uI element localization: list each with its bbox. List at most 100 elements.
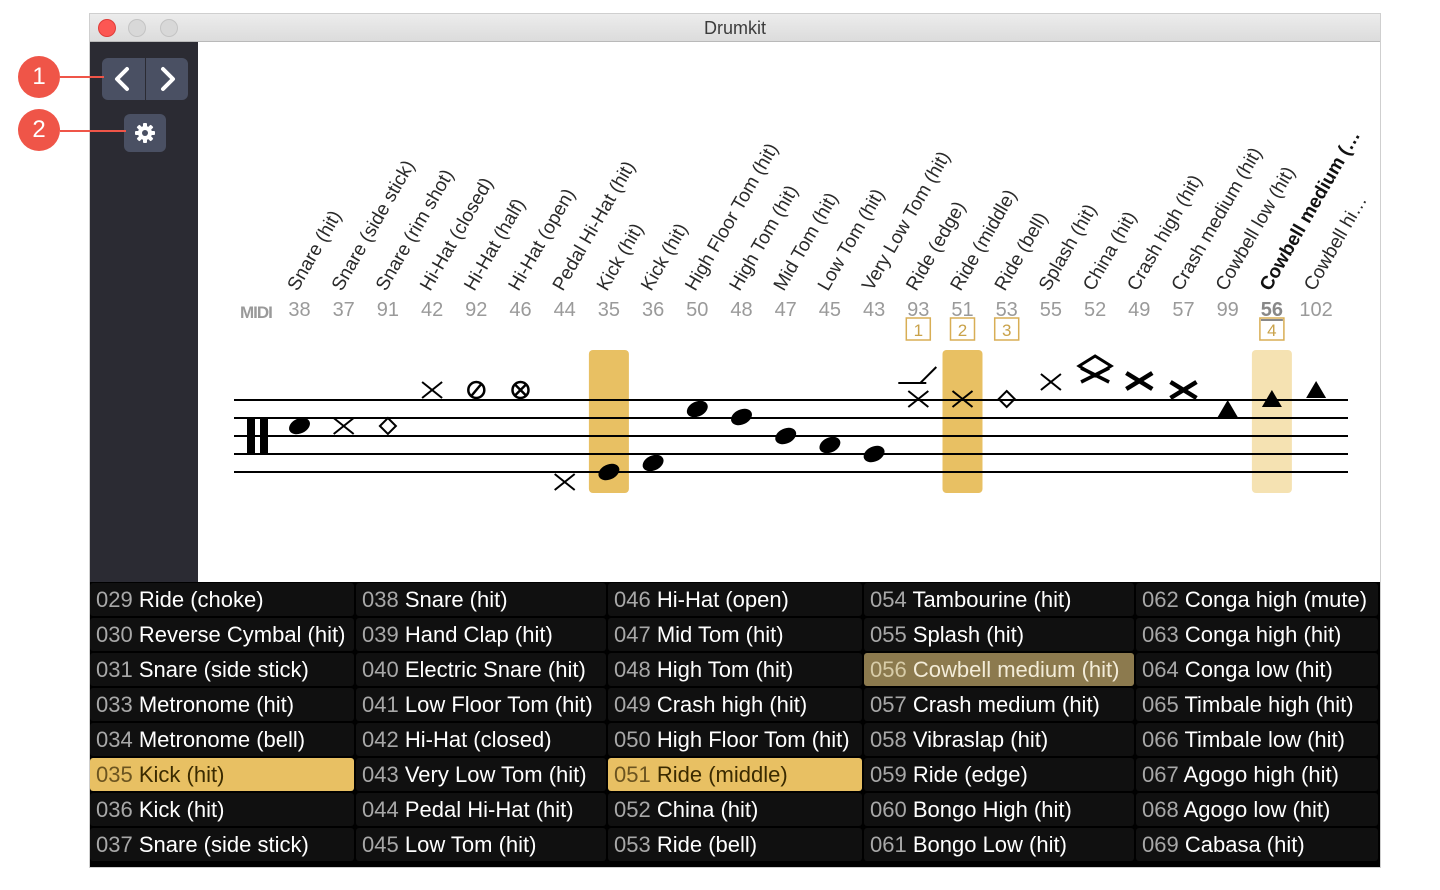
midi-number: 36 — [642, 299, 664, 321]
notehead-bold-x[interactable] — [1169, 380, 1198, 400]
instrument-column: 038 Snare (hit) 039 Hand Clap (hit) 040 El… — [356, 582, 608, 867]
instrument-name: Metronome (bell) — [138, 727, 306, 752]
midi-number: 47 — [775, 299, 797, 321]
instrument-number: 036 — [96, 797, 133, 822]
chevron-right-icon — [160, 67, 175, 91]
instrument-cell[interactable]: 041 Low Floor Tom (hit) — [356, 688, 606, 721]
notehead-x[interactable] — [421, 381, 443, 399]
instrument-column: 046 Hi-Hat (open) 047 Mid Tom (hit) 048 Hi… — [608, 582, 864, 867]
notehead-note[interactable] — [596, 461, 622, 484]
instrument-cell[interactable]: 060 Bongo High (hit) — [864, 793, 1134, 826]
instrument-cell[interactable]: 057 Crash medium (hit) — [864, 688, 1134, 721]
instrument-cell[interactable]: 030 Reverse Cymbal (hit) — [90, 618, 354, 651]
instrument-cell[interactable]: 067 Agogo high (hit) — [1136, 758, 1378, 791]
midi-number: 55 — [1040, 299, 1062, 321]
instrument-cell[interactable]: 048 High Tom (hit) — [608, 653, 862, 686]
instrument-cell[interactable]: 054 Tambourine (hit) — [864, 583, 1134, 616]
instrument-cell[interactable]: 052 China (hit) — [608, 793, 862, 826]
notehead-note[interactable] — [728, 406, 754, 429]
notehead-x[interactable] — [554, 473, 576, 491]
midi-number: 46 — [509, 299, 531, 321]
instrument-number: 043 — [362, 762, 399, 787]
notehead-note[interactable] — [286, 415, 312, 438]
instrument-cell[interactable]: 029 Ride (choke) — [90, 583, 354, 616]
midi-number: 51 — [951, 299, 973, 321]
instrument-number: 051 — [614, 762, 651, 787]
instrument-number: 029 — [96, 587, 133, 612]
instrument-cell[interactable]: 058 Vibraslap (hit) — [864, 723, 1134, 756]
instrument-cell[interactable]: 053 Ride (bell) — [608, 828, 862, 861]
instrument-cell[interactable]: 039 Hand Clap (hit) — [356, 618, 606, 651]
instrument-cell[interactable]: 066 Timbale low (hit) — [1136, 723, 1378, 756]
minimize-window-button[interactable] — [128, 19, 146, 37]
previous-button[interactable] — [102, 58, 145, 100]
zoom-window-button[interactable] — [160, 19, 178, 37]
instrument-number: 058 — [870, 727, 907, 752]
instrument-number: 042 — [362, 727, 399, 752]
instrument-cell[interactable]: 046 Hi-Hat (open) — [608, 583, 862, 616]
instrument-cell[interactable]: 056 Cowbell medium (hit) — [864, 653, 1134, 686]
instrument-name: Mid Tom (hit) — [656, 622, 784, 647]
notehead-note[interactable] — [640, 452, 666, 475]
instrument-name: Snare (side stick) — [138, 832, 309, 857]
instrument-cell[interactable]: 068 Agogo low (hit) — [1136, 793, 1378, 826]
notehead-note[interactable] — [684, 398, 710, 421]
instrument-cell[interactable]: 045 Low Tom (hit) — [356, 828, 606, 861]
instrument-number: 035 — [96, 762, 133, 787]
settings-button[interactable] — [124, 114, 166, 152]
notehead-china[interactable] — [1076, 354, 1114, 384]
instrument-cell[interactable]: 043 Very Low Tom (hit) — [356, 758, 606, 791]
instrument-cell[interactable]: 044 Pedal Hi-Hat (hit) — [356, 793, 606, 826]
selection-index-box — [905, 317, 932, 341]
notehead-note[interactable] — [773, 425, 799, 448]
notehead-diamond[interactable] — [378, 416, 398, 436]
instrument-cell[interactable]: 061 Bongo Low (hit) — [864, 828, 1134, 861]
close-window-button[interactable] — [98, 19, 116, 37]
instrument-name: Pedal Hi-Hat (hit) — [404, 797, 574, 822]
instrument-name: Low Floor Tom (hit) — [404, 692, 593, 717]
notehead-triangle[interactable] — [1261, 390, 1282, 407]
instrument-cell[interactable]: 065 Timbale high (hit) — [1136, 688, 1378, 721]
instrument-cell[interactable]: 038 Snare (hit) — [356, 583, 606, 616]
instrument-cell[interactable]: 037 Snare (side stick) — [90, 828, 354, 861]
instrument-cell[interactable]: 064 Conga low (hit) — [1136, 653, 1378, 686]
instrument-number: 063 — [1142, 622, 1179, 647]
notehead-diamond[interactable] — [997, 389, 1017, 409]
instrument-cell[interactable]: 069 Cabasa (hit) — [1136, 828, 1378, 861]
notehead-triangle[interactable] — [1306, 381, 1327, 398]
notehead-bold-x[interactable] — [1125, 371, 1154, 391]
midi-number: 42 — [421, 299, 443, 321]
midi-number: 93 — [907, 299, 929, 321]
next-button[interactable] — [144, 58, 189, 100]
instrument-name: Crash medium (hit) — [912, 692, 1100, 717]
instrument-name: Agogo high (hit) — [1183, 762, 1339, 787]
instrument-name: Crash high (hit) — [656, 692, 808, 717]
notehead-circle-x[interactable] — [511, 380, 530, 400]
instrument-cell[interactable]: 050 High Floor Tom (hit) — [608, 723, 862, 756]
instrument-number: 068 — [1142, 797, 1179, 822]
notehead-x[interactable] — [898, 366, 938, 408]
notehead-note[interactable] — [861, 443, 887, 466]
instrument-cell[interactable]: 059 Ride (edge) — [864, 758, 1134, 791]
instrument-cell[interactable]: 055 Splash (hit) — [864, 618, 1134, 651]
instrument-cell[interactable]: 040 Electric Snare (hit) — [356, 653, 606, 686]
instrument-cell[interactable]: 051 Ride (middle) — [608, 758, 862, 791]
instrument-cell[interactable]: 034 Metronome (bell) — [90, 723, 354, 756]
instrument-cell[interactable]: 042 Hi-Hat (closed) — [356, 723, 606, 756]
notehead-x[interactable] — [333, 417, 355, 435]
instrument-cell[interactable]: 031 Snare (side stick) — [90, 653, 354, 686]
notehead-note[interactable] — [817, 434, 843, 457]
notehead-x[interactable] — [951, 390, 974, 408]
column-highlight — [588, 350, 629, 493]
instrument-cell[interactable]: 062 Conga high (mute) — [1136, 583, 1378, 616]
notehead-triangle[interactable] — [1217, 400, 1238, 417]
notehead-x[interactable] — [1040, 373, 1062, 391]
instrument-cell[interactable]: 036 Kick (hit) — [90, 793, 354, 826]
notehead-slashed-circle[interactable] — [467, 380, 486, 400]
instrument-cell[interactable]: 063 Conga high (hit) — [1136, 618, 1378, 651]
instrument-cell[interactable]: 047 Mid Tom (hit) — [608, 618, 862, 651]
instrument-cell[interactable]: 033 Metronome (hit) — [90, 688, 354, 721]
instrument-cell[interactable]: 035 Kick (hit) — [90, 758, 354, 791]
instrument-number: 048 — [614, 657, 651, 682]
instrument-cell[interactable]: 049 Crash high (hit) — [608, 688, 862, 721]
